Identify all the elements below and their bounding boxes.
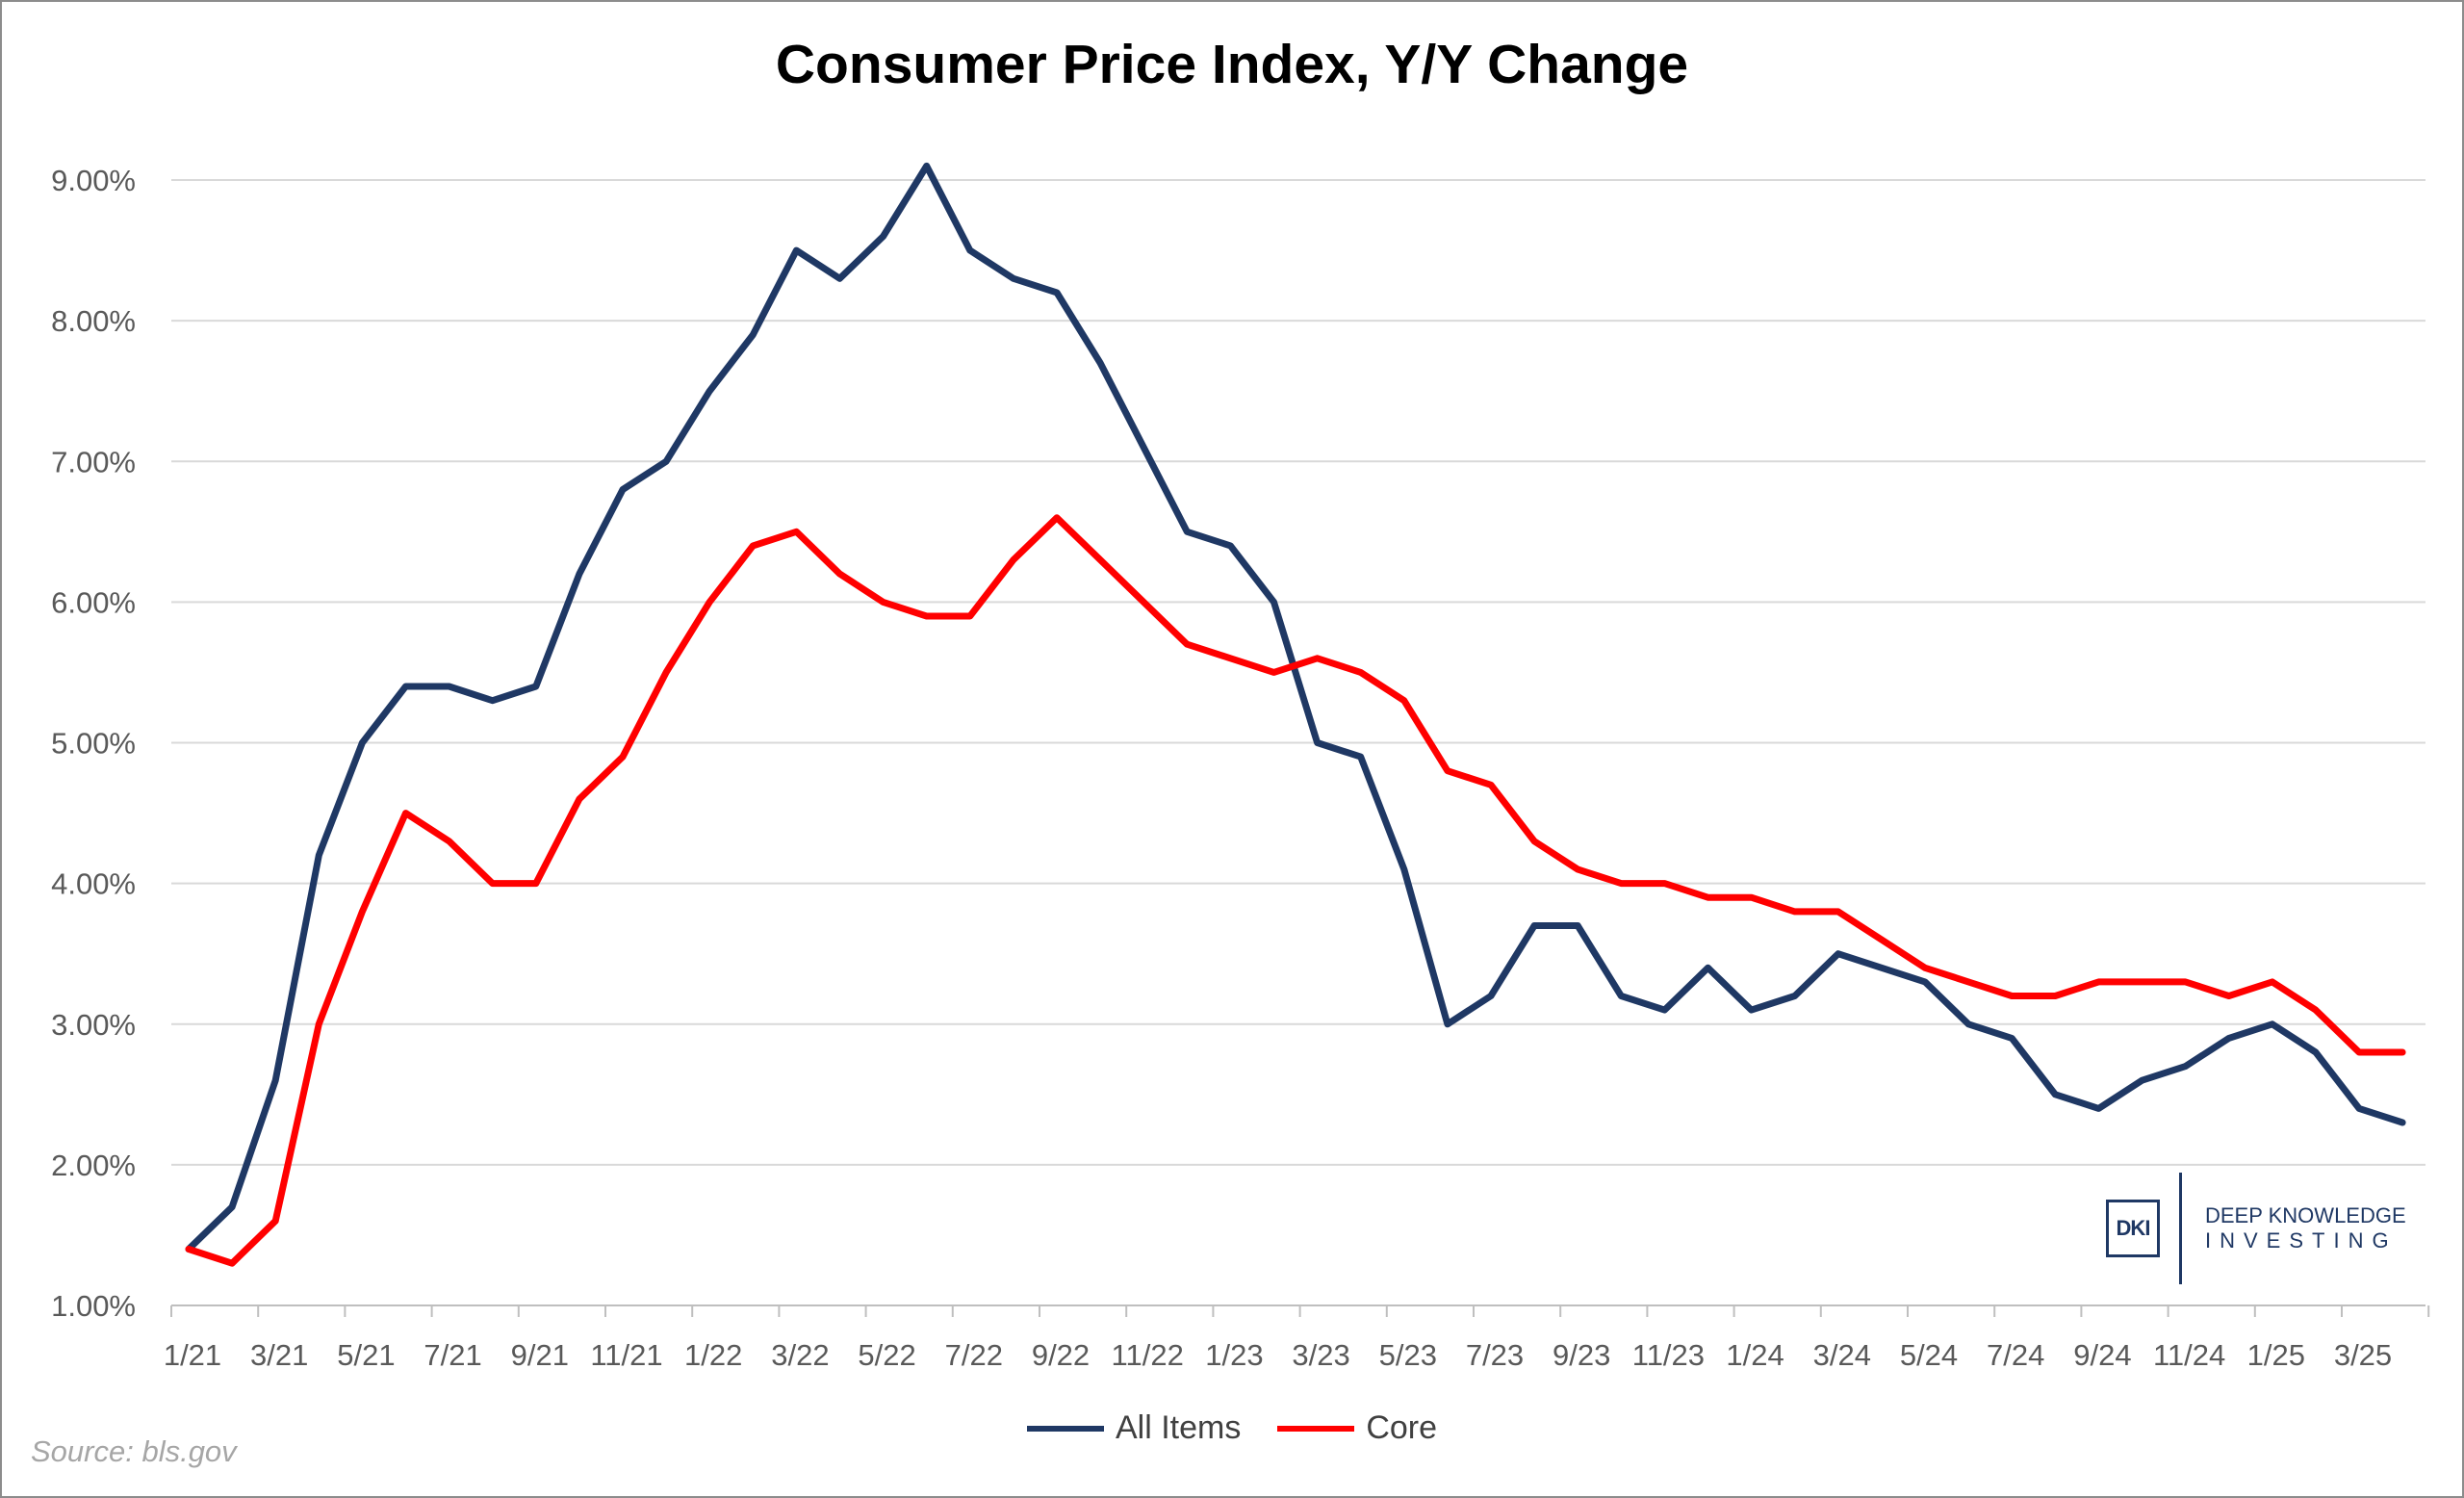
x-tick-label: 1/21 <box>164 1338 221 1372</box>
x-tick-label: 5/23 <box>1379 1338 1437 1372</box>
y-tick-label: 2.00% <box>51 1149 136 1182</box>
x-tick-label: 1/22 <box>684 1338 742 1372</box>
x-tick-label: 3/25 <box>2334 1338 2392 1372</box>
x-tick-label: 5/24 <box>1900 1338 1958 1372</box>
x-tick-label: 5/21 <box>337 1338 395 1372</box>
x-tick-label: 9/24 <box>2073 1338 2131 1372</box>
x-tick-label: 3/23 <box>1292 1338 1349 1372</box>
x-tick-label: 7/22 <box>945 1338 1003 1372</box>
y-tick-label: 3.00% <box>51 1008 136 1042</box>
x-tick-label: 3/24 <box>1813 1338 1871 1372</box>
x-axis-ticks: 1/21 3/21 5/21 7/21 9/21 11/21 1/22 3/22 5/22 7/2… <box>164 1305 2430 1372</box>
y-tick-label: 9.00% <box>51 164 136 197</box>
logo-mark: DKI <box>2106 1200 2160 1257</box>
series-line-core <box>185 514 2406 1267</box>
y-tick-label: 1.00% <box>51 1289 136 1323</box>
x-tick-label: 9/21 <box>511 1338 569 1372</box>
x-tick-label: 1/23 <box>1205 1338 1263 1372</box>
x-tick-label: 7/23 <box>1466 1338 1524 1372</box>
series-lines <box>185 162 2406 1267</box>
x-tick-label: 3/22 <box>771 1338 829 1372</box>
logo-divider <box>2179 1173 2182 1284</box>
x-tick-label: 11/22 <box>1112 1338 1184 1372</box>
legend-swatch-core <box>1277 1425 1355 1432</box>
y-tick-label: 7.00% <box>51 445 136 478</box>
chart-title: Consumer Price Index, Y/Y Change <box>775 34 1689 95</box>
y-tick-label: 4.00% <box>51 867 136 901</box>
x-tick-label: 1/24 <box>1726 1338 1784 1372</box>
x-tick-label: 9/22 <box>1032 1338 1090 1372</box>
x-tick-label: 5/22 <box>858 1338 915 1372</box>
legend-swatch-all-items <box>1026 1425 1104 1432</box>
x-tick-label: 9/23 <box>1553 1338 1610 1372</box>
series-line-all-items <box>185 162 2406 1253</box>
legend-item-all-items: All Items <box>1026 1409 1242 1447</box>
logo-line-2: INVESTING <box>2205 1228 2398 1253</box>
y-axis-ticks: 1.00% 2.00% 3.00% 4.00% 5.00% 6.00% 7.00% 8.00%… <box>51 164 136 1323</box>
legend-label-all-items: All Items <box>1115 1409 1242 1446</box>
x-tick-label: 3/21 <box>250 1338 308 1372</box>
x-tick-label: 11/24 <box>2153 1338 2225 1372</box>
x-tick-label: 7/24 <box>1987 1338 2044 1372</box>
y-tick-label: 6.00% <box>51 585 136 619</box>
x-tick-label: 1/25 <box>2247 1338 2305 1372</box>
y-tick-label: 8.00% <box>51 304 136 338</box>
logo-line-1: DEEP KNOWLEDGE <box>2205 1203 2406 1227</box>
legend-item-core: Core <box>1277 1409 1437 1447</box>
x-tick-label: 7/21 <box>424 1338 481 1372</box>
x-tick-label: 11/21 <box>590 1338 662 1372</box>
y-tick-label: 5.00% <box>51 727 136 761</box>
x-tick-label: 11/23 <box>1632 1338 1705 1372</box>
logo-text: DEEP KNOWLEDGE INVESTING <box>2205 1203 2406 1253</box>
source-note: Source: bls.gov <box>31 1434 237 1468</box>
gridlines <box>171 179 2426 1166</box>
legend: All Items Core <box>0 1409 2464 1447</box>
legend-label-core: Core <box>1366 1409 1438 1446</box>
dki-logo: DKI DEEP KNOWLEDGE INVESTING <box>2106 1173 2406 1284</box>
